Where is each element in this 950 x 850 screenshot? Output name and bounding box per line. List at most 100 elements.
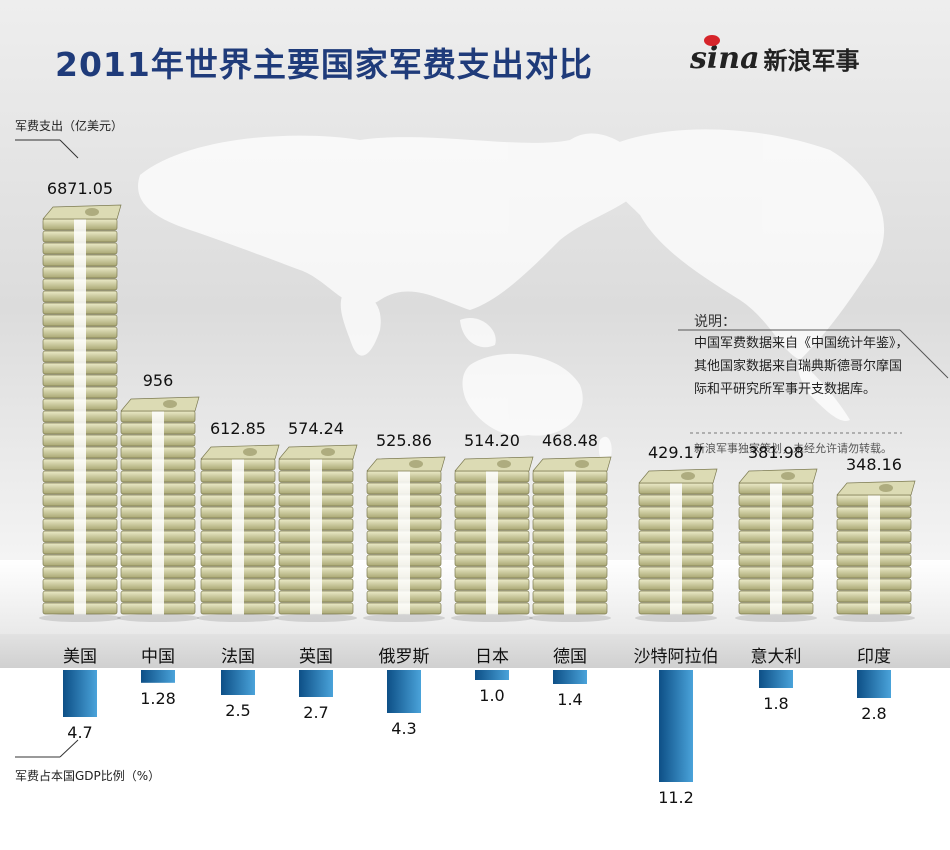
gdp-bar — [141, 670, 175, 683]
stack-shadow — [39, 614, 121, 622]
gdp-value-label: 1.8 — [763, 694, 789, 713]
stack-shadow — [451, 614, 533, 622]
map-north-america — [599, 129, 885, 360]
stack-shadow — [197, 614, 279, 622]
stack-shadow — [275, 614, 357, 622]
gdp-bar — [63, 670, 97, 717]
gdp-value-label: 2.8 — [861, 704, 887, 723]
spending-value-label: 381.98 — [748, 443, 804, 462]
bill-top — [836, 480, 916, 496]
spending-value-label: 525.86 — [376, 431, 432, 450]
bundle-band — [486, 467, 498, 615]
country-label: 英国 — [299, 647, 333, 667]
bundle-band — [670, 479, 682, 615]
gdp-bar — [387, 670, 421, 713]
money-stack — [451, 456, 534, 622]
bill-portrait — [497, 460, 511, 468]
map-central-america — [798, 360, 850, 421]
bill-portrait — [243, 448, 257, 456]
bundle-band — [74, 215, 86, 615]
note-guide-slant — [899, 329, 949, 379]
bill-portrait — [409, 460, 423, 468]
country-label: 中国 — [141, 647, 175, 667]
spending-value-label: 6871.05 — [46, 179, 114, 198]
stack-shadow — [735, 614, 817, 622]
bill-portrait — [879, 484, 893, 492]
spending-axis-guide-slant — [59, 139, 79, 159]
gdp-value-label: 1.4 — [557, 690, 583, 709]
bundle-band — [770, 479, 782, 615]
bill-portrait — [163, 400, 177, 408]
spending-value-label: 612.85 — [210, 419, 266, 438]
country-strip — [0, 634, 950, 668]
money-stack — [363, 456, 446, 622]
bill-portrait — [681, 472, 695, 480]
stack-shadow — [363, 614, 445, 622]
gdp-value-label: 2.7 — [303, 703, 329, 722]
bill-top — [738, 468, 818, 484]
spending-value-label: 429.17 — [648, 443, 704, 462]
country-label: 日本 — [475, 647, 509, 667]
gdp-axis-label: 军费占本国GDP比例（%） — [15, 769, 161, 783]
note-body: 中国军费数据来自《中国统计年鉴》，其他国家数据来自瑞典斯德哥尔摩国际和平研究所军… — [694, 336, 909, 397]
gdp-value-label: 1.0 — [479, 686, 505, 705]
map-australia — [462, 353, 583, 436]
map-india — [340, 290, 381, 356]
bill-top — [278, 444, 358, 460]
money-stack — [833, 480, 916, 622]
money-stack — [275, 444, 358, 622]
bundle-band — [232, 455, 244, 615]
gdp-axis-guide-slant — [59, 739, 79, 758]
money-stack — [529, 456, 612, 622]
logo-text: 新浪军事 — [763, 46, 860, 75]
bill-top — [200, 444, 280, 460]
gdp-bar — [759, 670, 793, 688]
country-label: 意大利 — [750, 647, 802, 667]
gdp-bar — [221, 670, 255, 695]
sina-eye-icon — [704, 35, 720, 46]
logo: sina 新浪军事 — [690, 35, 860, 75]
bill-portrait — [781, 472, 795, 480]
bundle-band — [398, 467, 410, 615]
page-title: 2011年世界主要国家军费支出对比 — [55, 45, 593, 84]
money-stack — [635, 468, 718, 622]
money-stack — [735, 468, 818, 622]
map-eurasia — [138, 133, 650, 310]
gdp-bar — [857, 670, 891, 698]
sina-logo-mark: sina — [690, 35, 760, 74]
spending-axis-label: 军费支出（亿美元） — [15, 119, 124, 133]
bill-top — [42, 204, 122, 220]
world-map — [138, 129, 885, 463]
bill-portrait — [85, 208, 99, 216]
spending-value-label: 468.48 — [542, 431, 598, 450]
country-label: 美国 — [63, 647, 97, 667]
gdp-bar — [299, 670, 333, 697]
spending-value-label: 514.20 — [464, 431, 520, 450]
bundle-band — [310, 455, 322, 615]
spending-value-label: 956 — [142, 371, 174, 390]
note-credit: 新浪军事独家策划，未经允许请勿转载。 — [694, 442, 892, 455]
gdp-value-label: 2.5 — [225, 701, 251, 720]
gdp-value-label: 11.2 — [658, 788, 694, 807]
gdp-value-label: 4.3 — [391, 719, 417, 738]
money-stack — [197, 444, 280, 622]
gdp-bar — [659, 670, 693, 782]
note-title: 说明： — [694, 314, 736, 330]
bill-top — [366, 456, 446, 472]
bill-top — [120, 396, 200, 412]
gdp-bar — [475, 670, 509, 680]
bill-top — [532, 456, 612, 472]
stack-shadow — [833, 614, 915, 622]
spending-value-label: 574.24 — [288, 419, 344, 438]
money-stack — [117, 396, 200, 622]
bundle-band — [564, 467, 576, 615]
money-stack — [39, 204, 122, 622]
stack-shadow — [635, 614, 717, 622]
country-label: 沙特阿拉伯 — [633, 647, 719, 667]
map-sea-islands — [460, 318, 496, 348]
stack-shadow — [529, 614, 611, 622]
country-label: 法国 — [221, 647, 255, 667]
gdp-bar — [553, 670, 587, 684]
bill-portrait — [575, 460, 589, 468]
